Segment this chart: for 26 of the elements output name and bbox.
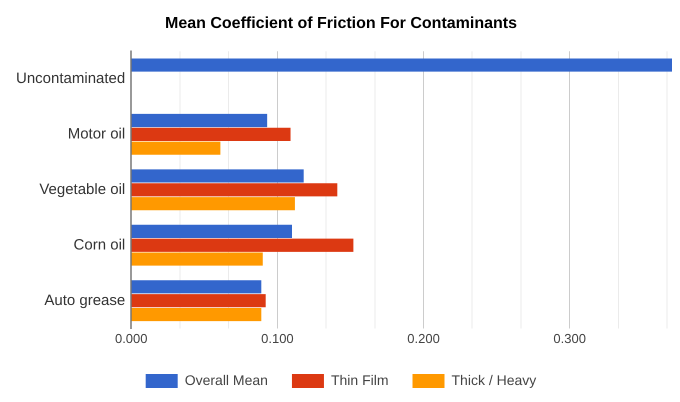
x-tick-label: 0.000 <box>114 330 148 346</box>
x-tick-label: 0.200 <box>407 330 440 346</box>
bar <box>132 114 268 128</box>
y-tick-label: Vegetable oil <box>39 180 126 198</box>
x-tick-label: 0.300 <box>553 330 586 346</box>
bar <box>132 252 263 266</box>
chart-title: Mean Coefficient of Friction For Contaminants <box>164 15 518 32</box>
bar <box>132 308 262 322</box>
bar <box>132 294 266 308</box>
bar <box>132 128 291 141</box>
bar <box>132 169 304 183</box>
bar <box>132 142 220 155</box>
bar <box>132 280 262 294</box>
bar <box>132 58 672 72</box>
legend-label: Thick / Heavy <box>452 372 536 388</box>
bar <box>132 183 338 196</box>
y-tick-label: Motor oil <box>68 126 126 142</box>
x-tick-label: 0.100 <box>261 330 294 346</box>
bar <box>132 197 295 210</box>
y-tick-label: Auto grease <box>44 292 126 309</box>
y-tick-label: Uncontaminated <box>16 70 126 88</box>
bar <box>132 238 354 252</box>
bar <box>132 224 292 238</box>
legend-label: Overall Mean <box>184 372 268 388</box>
y-tick-label: Corn oil <box>74 236 126 254</box>
legend-label: Thin Film <box>330 372 389 388</box>
